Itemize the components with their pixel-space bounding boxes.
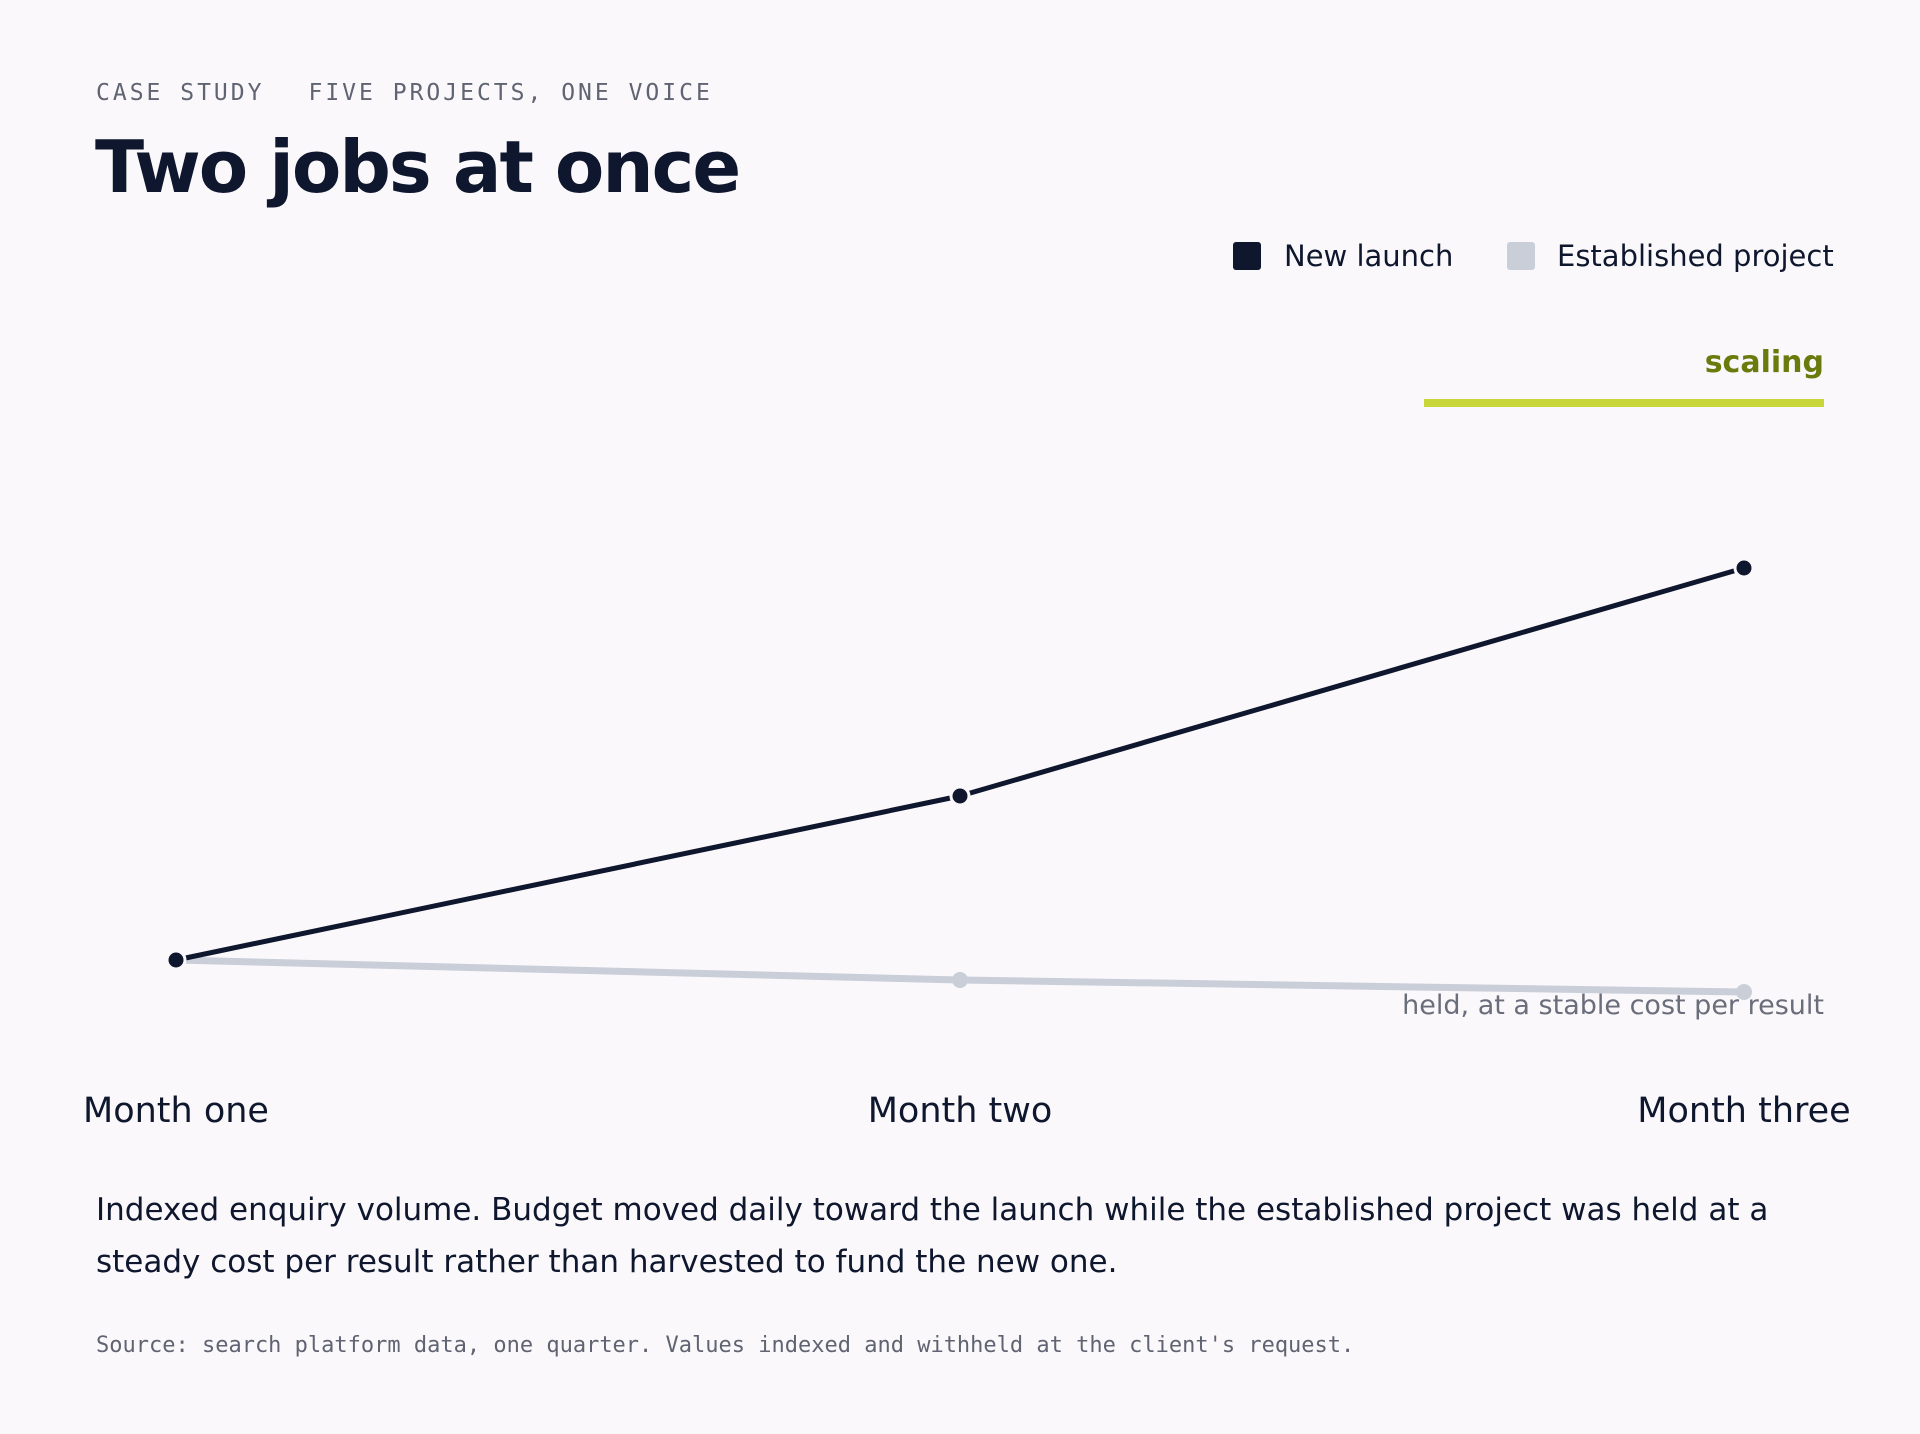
eyebrow: CASE STUDY FIVE PROJECTS, ONE VOICE [96, 80, 713, 106]
point-new-launch-2 [949, 785, 971, 807]
line-new-launch [173, 565, 1747, 963]
x-tick-label-month-two: Month two [868, 1091, 1053, 1131]
x-axis: Month one Month two Month three [83, 1091, 1851, 1131]
point-established-project-3 [1736, 984, 1752, 1000]
source-note: Source: search platform data, one quarte… [96, 1333, 1355, 1358]
eyebrow-series: FIVE PROJECTS, ONE VOICE [308, 80, 713, 106]
point-new-launch-3 [1733, 557, 1755, 579]
legend-label-established-project: Established project [1557, 239, 1834, 273]
point-established-project-2 [952, 972, 968, 988]
x-tick-label-month-one: Month one [83, 1091, 269, 1131]
x-tick-label-month-three: Month three [1637, 1091, 1850, 1131]
chart-caption: Indexed enquiry volume. Budget moved dai… [96, 1192, 1769, 1280]
scaling-label: scaling [1705, 345, 1824, 380]
point-new-launch-1 [165, 949, 187, 971]
legend-swatch-new-launch [1233, 242, 1261, 270]
scaling-annotation: scaling [1424, 345, 1824, 407]
series-new-launch [165, 557, 1755, 971]
legend-label-new-launch: New launch [1284, 239, 1453, 273]
chart-title: Two jobs at once [95, 125, 741, 209]
legend-swatch-established-project [1507, 242, 1535, 270]
legend: New launch Established project [1233, 239, 1834, 273]
scaling-bar [1424, 399, 1824, 407]
established-note: held, at a stable cost per result [1402, 990, 1824, 1021]
eyebrow-case-study: CASE STUDY [96, 80, 265, 106]
